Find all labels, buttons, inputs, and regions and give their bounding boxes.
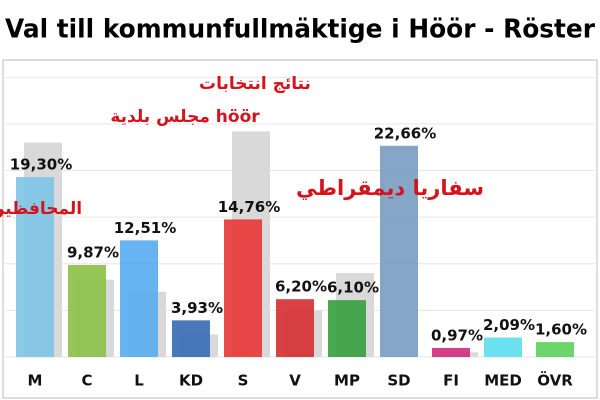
bar [120,240,158,357]
bar [276,299,314,357]
bar [328,300,366,357]
bar [432,347,470,357]
value-label: 6,20% [275,278,327,296]
x-tick-label: V [289,372,301,390]
bar [16,177,54,357]
value-label: 0,97% [431,326,483,344]
x-tick-label: S [238,372,249,390]
x-tick-label: MP [334,372,360,390]
value-label: 19,30% [10,156,72,174]
bar [224,219,262,357]
value-label: 9,87% [67,243,119,261]
value-label: 2,09% [483,316,535,334]
bar [172,320,210,357]
value-label: 6,10% [327,279,379,297]
x-tick-label: M [28,372,43,390]
annotation: سفاريا ديمقراطي [296,176,484,200]
bar [380,145,418,357]
value-label: 14,76% [218,198,280,216]
x-tick-label: ÖVR [537,371,573,390]
value-label: 12,51% [114,219,176,237]
bar [484,337,522,357]
x-tick-label: FI [443,372,459,390]
x-tick-label: L [134,372,144,390]
x-tick-label: C [81,372,92,390]
value-label: 3,93% [171,299,223,317]
annotation: مجلس بلدية höör [110,107,260,127]
x-tick-label: KD [179,372,203,390]
chart-title: Val till kommunfullmäktige i Höör - Röst… [5,15,595,45]
bar [536,342,574,357]
value-label: 22,66% [374,124,436,142]
bar [68,264,106,357]
value-label: 1,60% [535,321,587,339]
annotation: نتائج انتخابات [199,74,311,94]
x-tick-label: SD [387,372,410,390]
x-tick-label: MED [484,372,522,390]
annotation: المحافظين [0,199,82,219]
